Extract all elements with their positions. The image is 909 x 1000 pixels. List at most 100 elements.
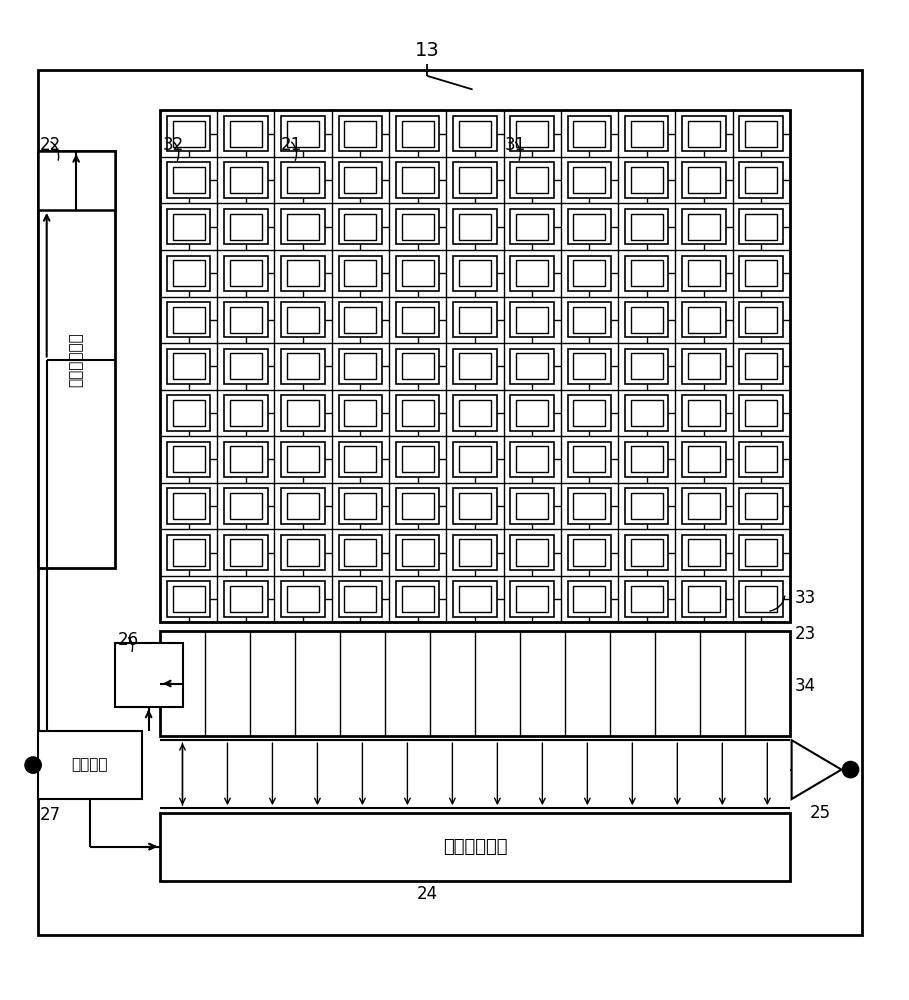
Bar xyxy=(287,260,319,286)
Bar xyxy=(682,349,725,384)
Bar xyxy=(167,302,210,337)
Bar xyxy=(624,302,668,337)
Bar xyxy=(339,162,382,198)
Bar xyxy=(510,581,554,617)
Bar xyxy=(574,353,605,379)
Bar xyxy=(688,307,720,333)
Text: 13: 13 xyxy=(415,41,440,60)
Bar xyxy=(167,581,210,617)
Bar xyxy=(225,395,267,431)
Bar xyxy=(402,121,434,147)
Bar xyxy=(173,400,205,426)
Text: 27: 27 xyxy=(39,806,61,824)
Bar xyxy=(230,214,262,240)
Bar xyxy=(745,214,777,240)
Bar xyxy=(688,121,720,147)
Bar xyxy=(688,586,720,612)
Bar xyxy=(567,116,611,151)
Bar xyxy=(339,535,382,570)
Bar xyxy=(574,400,605,426)
Bar xyxy=(624,256,668,291)
Bar xyxy=(739,581,783,617)
Bar xyxy=(453,442,496,477)
Text: 23: 23 xyxy=(794,625,815,643)
Bar xyxy=(282,535,325,570)
Bar xyxy=(516,400,548,426)
Bar xyxy=(345,121,376,147)
Bar xyxy=(173,586,205,612)
Bar xyxy=(230,586,262,612)
Bar xyxy=(459,121,491,147)
Bar xyxy=(173,307,205,333)
Bar xyxy=(574,586,605,612)
Bar xyxy=(624,442,668,477)
Bar xyxy=(345,353,376,379)
Bar xyxy=(396,302,439,337)
Bar xyxy=(167,209,210,244)
Bar xyxy=(287,214,319,240)
Bar xyxy=(37,151,115,210)
Bar xyxy=(567,581,611,617)
Bar xyxy=(510,302,554,337)
Bar xyxy=(624,395,668,431)
Bar xyxy=(624,535,668,570)
Bar xyxy=(574,307,605,333)
Bar xyxy=(567,442,611,477)
Bar xyxy=(345,446,376,472)
Bar xyxy=(516,539,548,566)
Bar xyxy=(225,488,267,524)
Bar xyxy=(282,162,325,198)
Bar xyxy=(160,813,790,881)
Bar xyxy=(339,581,382,617)
Bar xyxy=(682,395,725,431)
Bar xyxy=(345,307,376,333)
Bar xyxy=(739,209,783,244)
Bar xyxy=(631,214,663,240)
Bar xyxy=(459,400,491,426)
Bar xyxy=(516,121,548,147)
Text: 水平驱动电路: 水平驱动电路 xyxy=(443,838,507,856)
Bar xyxy=(167,488,210,524)
Bar xyxy=(167,442,210,477)
Bar xyxy=(567,162,611,198)
Bar xyxy=(682,442,725,477)
Bar xyxy=(567,349,611,384)
Bar xyxy=(287,493,319,519)
Bar xyxy=(688,167,720,193)
Bar xyxy=(682,581,725,617)
Bar xyxy=(510,395,554,431)
Bar xyxy=(567,395,611,431)
Bar xyxy=(574,539,605,566)
Bar xyxy=(225,116,267,151)
Bar xyxy=(459,214,491,240)
Text: 垂直驱动电路: 垂直驱动电路 xyxy=(69,332,84,387)
Bar xyxy=(631,586,663,612)
Bar xyxy=(396,162,439,198)
Bar xyxy=(173,353,205,379)
Bar xyxy=(396,209,439,244)
Bar xyxy=(516,353,548,379)
Bar xyxy=(453,116,496,151)
Bar xyxy=(287,539,319,566)
Bar xyxy=(282,442,325,477)
Bar xyxy=(37,731,142,799)
Bar xyxy=(631,353,663,379)
Bar xyxy=(574,260,605,286)
Bar xyxy=(167,116,210,151)
Bar xyxy=(459,586,491,612)
Bar xyxy=(287,121,319,147)
Bar xyxy=(459,353,491,379)
Bar xyxy=(402,446,434,472)
Bar xyxy=(396,488,439,524)
Bar xyxy=(516,446,548,472)
Bar xyxy=(173,121,205,147)
Bar xyxy=(230,121,262,147)
Bar xyxy=(396,256,439,291)
Text: 控制电路: 控制电路 xyxy=(72,758,108,773)
Bar xyxy=(225,162,267,198)
Bar xyxy=(745,167,777,193)
Bar xyxy=(516,586,548,612)
Bar xyxy=(282,302,325,337)
Bar xyxy=(567,209,611,244)
Bar xyxy=(396,535,439,570)
